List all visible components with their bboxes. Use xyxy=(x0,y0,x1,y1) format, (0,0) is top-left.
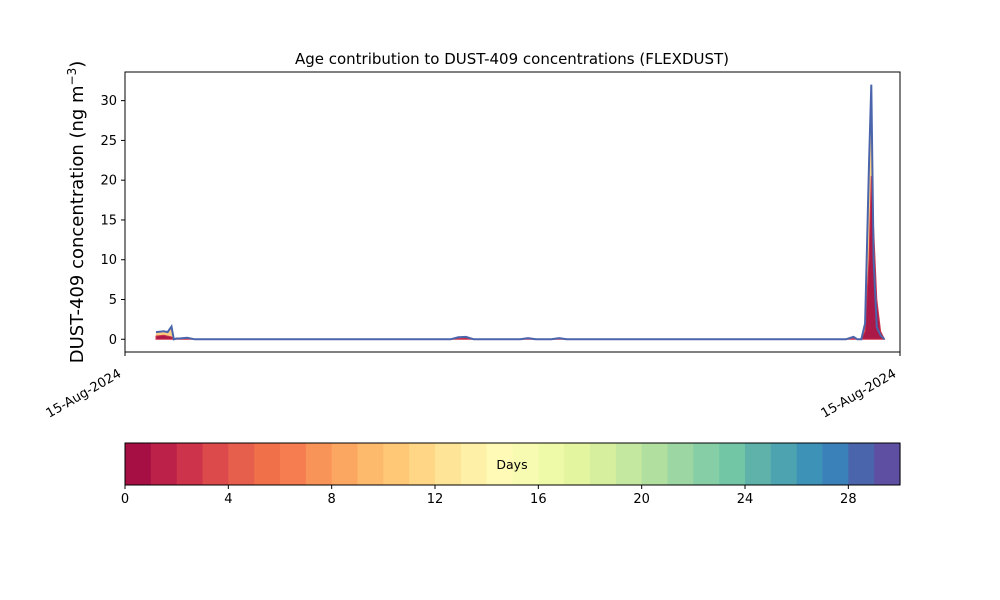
colorbar-tick-label: 4 xyxy=(224,492,232,507)
colorbar-swatch xyxy=(254,443,281,485)
y-tick-label: 25 xyxy=(100,134,117,149)
colorbar-swatch xyxy=(719,443,746,485)
colorbar-swatch xyxy=(305,443,333,485)
y-axis-label-exponent: −3 xyxy=(65,68,79,86)
colorbar-swatch xyxy=(770,443,798,485)
colorbar-swatch xyxy=(564,443,591,485)
colorbar-swatch xyxy=(590,443,617,485)
colorbar-swatch xyxy=(435,443,462,485)
colorbar-swatch xyxy=(176,443,204,485)
x-tick-label: 15-Aug-2024 xyxy=(819,366,899,421)
chart-title: Age contribution to DUST-409 concentrati… xyxy=(295,50,729,68)
total-contribution-area xyxy=(156,84,885,340)
colorbar-swatch xyxy=(280,443,307,485)
colorbar-label: Days xyxy=(496,457,527,472)
y-tick-label: 10 xyxy=(100,253,117,268)
colorbar-tick-label: 24 xyxy=(737,492,754,507)
colorbar-swatch xyxy=(150,443,178,485)
y-tick-label: 30 xyxy=(100,94,117,109)
colorbar-swatch xyxy=(667,443,694,485)
colorbar-swatch xyxy=(512,443,539,485)
colorbar-swatch xyxy=(822,443,849,485)
colorbar-swatch xyxy=(460,443,488,485)
colorbar-frame xyxy=(124,442,901,486)
colorbar-tick-label: 8 xyxy=(328,492,336,507)
colorbar-swatch xyxy=(228,443,255,485)
y-axis: 0 5 10 15 20 25 30 xyxy=(100,94,125,348)
colorbar-tick-label: 20 xyxy=(633,492,650,507)
colorbar-swatch xyxy=(641,443,669,485)
colorbar-tick-label: 16 xyxy=(530,492,547,507)
young-age-contribution-area xyxy=(155,176,886,340)
colorbar: 0 4 8 12 16 20 24 28 xyxy=(121,443,901,507)
colorbar-swatch xyxy=(693,443,720,485)
colorbar-swatch xyxy=(202,443,229,485)
colorbar-tick-label: 28 xyxy=(840,492,857,507)
colorbar-swatch xyxy=(125,443,152,485)
colorbar-swatch xyxy=(874,443,901,485)
x-tick-label: 15-Aug-2024 xyxy=(44,366,124,421)
colorbar-tick-label: 12 xyxy=(427,492,444,507)
colorbar-swatch xyxy=(409,443,436,485)
colorbar-swatch xyxy=(796,443,824,485)
plot-frame xyxy=(124,71,901,353)
colorbar-swatch xyxy=(848,443,875,485)
y-tick-label: 15 xyxy=(100,213,117,228)
total-concentration-line xyxy=(155,84,886,341)
y-tick-label: 0 xyxy=(109,333,117,348)
y-tick-label: 5 xyxy=(109,293,117,308)
x-axis: 15-Aug-2024 15-Aug-2024 xyxy=(44,352,901,422)
y-axis-label: DUST-409 concentration (ng m−3) xyxy=(65,61,88,364)
colorbar-tick-label: 0 xyxy=(121,492,129,507)
colorbar-swatch xyxy=(383,443,410,485)
plot-area xyxy=(155,84,886,341)
colorbar-swatch xyxy=(331,443,359,485)
colorbar-swatch xyxy=(615,443,643,485)
colorbar-swatch xyxy=(357,443,384,485)
colorbar-swatch xyxy=(486,443,514,485)
colorbar-swatch xyxy=(745,443,772,485)
y-tick-label: 20 xyxy=(100,174,117,189)
colorbar-swatch xyxy=(538,443,565,485)
